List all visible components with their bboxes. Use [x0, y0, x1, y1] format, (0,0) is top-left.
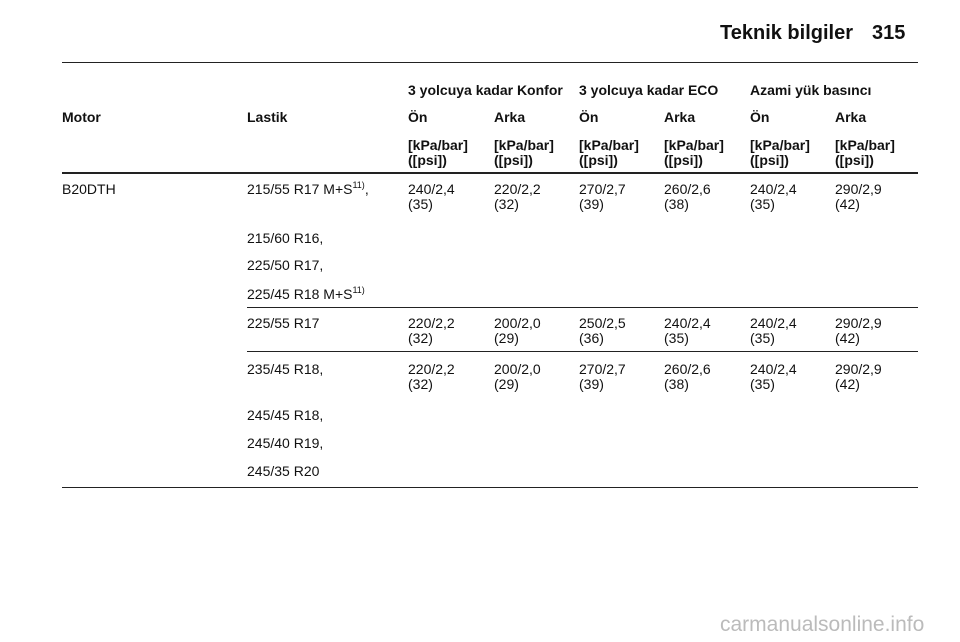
tire: 225/45 R18 M+S11) [247, 285, 365, 302]
pressure: 200/2,0 [494, 361, 541, 377]
tire: 225/50 R17, [247, 258, 323, 273]
pressure: (42) [835, 196, 860, 212]
pressure: (42) [835, 376, 860, 392]
footnote: 11) [352, 180, 365, 190]
footnote: 11) [352, 285, 365, 295]
pressure: 290/2,9 [835, 361, 882, 377]
pressure: (29) [494, 330, 519, 346]
pressure: (36) [579, 330, 604, 346]
tire: 245/35 R20 [247, 464, 319, 479]
tire-size: 225/45 R18 M+S [247, 286, 353, 302]
pressure: 240/2,4 [750, 315, 797, 331]
tire-size: 215/60 R16, [247, 230, 324, 246]
pressure: (38) [664, 376, 689, 392]
unit: [kPa/bar] [835, 137, 895, 153]
pressure: (39) [579, 376, 604, 392]
unit: ([psi]) [408, 152, 447, 168]
pressure: (32) [408, 376, 433, 392]
pressure: (29) [494, 376, 519, 392]
unit: ([psi]) [835, 152, 874, 168]
pressure: (38) [664, 196, 689, 212]
unit: ([psi]) [494, 152, 533, 168]
unit: [kPa/bar] [494, 137, 554, 153]
tire: 235/45 R18, [247, 362, 323, 377]
pressure: 240/2,4 [408, 181, 455, 197]
pressure: 220/2,2 [408, 315, 455, 331]
pressure: 240/2,4 [750, 361, 797, 377]
tire-size: 225/55 R17 [247, 315, 320, 331]
tire-size: 215/55 R17 M+S [247, 181, 353, 197]
pressure: (32) [494, 196, 519, 212]
tire-size: 245/35 R20 [247, 463, 320, 479]
column-header: Ön [750, 109, 770, 125]
pressure: 240/2,4 [750, 181, 797, 197]
pressure: 260/2,6 [664, 361, 711, 377]
pressure: (42) [835, 330, 860, 346]
rule [247, 351, 918, 352]
header-title: Teknik bilgiler [720, 22, 853, 44]
column-header: Ön [408, 109, 428, 125]
group-header: 3 yolcuya kadar Konfor [408, 82, 563, 98]
pressure: 290/2,9 [835, 315, 882, 331]
pressure: 220/2,2 [408, 361, 455, 377]
tire-size: 235/45 R18, [247, 361, 324, 377]
pressure: (39) [579, 196, 604, 212]
tire-size: 245/40 R19, [247, 435, 324, 451]
tire: 215/55 R17 M+S11), [247, 180, 369, 197]
unit: [kPa/bar] [750, 137, 810, 153]
watermark: carmanualsonline.info [720, 613, 925, 636]
pressure: 260/2,6 [664, 181, 711, 197]
pressure: (35) [750, 330, 775, 346]
column-header: Arka [664, 109, 696, 125]
punct: , [364, 181, 369, 197]
column-header: Arka [835, 109, 867, 125]
tire: 245/45 R18, [247, 408, 323, 423]
pressure: (32) [408, 330, 433, 346]
tire-size: 245/45 R18, [247, 407, 324, 423]
column-header: Ön [579, 109, 599, 125]
tire: 225/55 R17 [247, 316, 319, 331]
pressure: 220/2,2 [494, 181, 541, 197]
pressure: 270/2,7 [579, 181, 626, 197]
tire: 245/40 R19, [247, 436, 323, 451]
tire-size: 225/50 R17, [247, 257, 324, 273]
column-header: Lastik [247, 109, 288, 125]
column-header: Arka [494, 109, 526, 125]
pressure: (35) [664, 330, 689, 346]
unit: ([psi]) [664, 152, 703, 168]
pressure: 290/2,9 [835, 181, 882, 197]
pressure: (35) [750, 196, 775, 212]
pressure: (35) [750, 376, 775, 392]
column-header: Motor [62, 109, 101, 125]
unit: [kPa/bar] [664, 137, 724, 153]
rule [62, 172, 918, 174]
page-number: 315 [872, 22, 906, 44]
pressure: 240/2,4 [664, 315, 711, 331]
pressure: (35) [408, 196, 433, 212]
rule [62, 62, 918, 63]
unit: ([psi]) [579, 152, 618, 168]
pressure: 250/2,5 [579, 315, 626, 331]
motor: B20DTH [62, 181, 116, 197]
unit: ([psi]) [750, 152, 789, 168]
group-header: Azami yük basıncı [750, 82, 872, 98]
rule [62, 487, 918, 488]
unit: [kPa/bar] [579, 137, 639, 153]
rule [247, 307, 918, 308]
unit: [kPa/bar] [408, 137, 468, 153]
group-header: 3 yolcuya kadar ECO [579, 82, 719, 98]
pressure: 270/2,7 [579, 361, 626, 377]
pressure: 200/2,0 [494, 315, 541, 331]
tire: 215/60 R16, [247, 231, 323, 246]
